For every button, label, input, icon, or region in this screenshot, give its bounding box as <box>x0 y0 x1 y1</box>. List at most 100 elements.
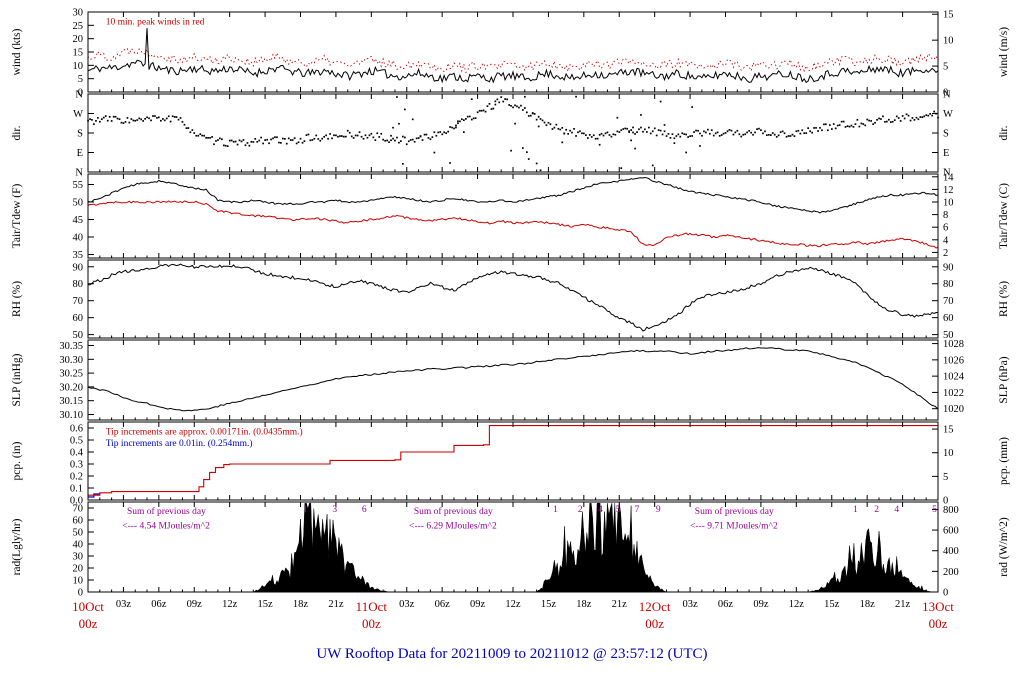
panel-annotation: 7 <box>635 505 640 515</box>
right-axis-label: RH (%) <box>998 281 1010 317</box>
panel-annotation: 4 <box>894 505 899 515</box>
left-tick-label: 40 <box>73 233 84 244</box>
chart-title: UW Rooftop Data for 20211009 to 20211012… <box>316 646 708 662</box>
left-tick-label: 30 <box>73 8 84 19</box>
panel-pcp: 0.00.10.20.30.40.50.6 0 5 10 15 Tip increment… <box>11 421 1010 507</box>
right-tick-label: 70 <box>943 296 954 307</box>
panel-annotation: Tip increments are 0.01in. (0.254mm.) <box>106 438 253 449</box>
panel-annotation: <--- 4.54 MJoules/m^2 <box>122 521 210 531</box>
left-tick-label: 25 <box>73 21 84 32</box>
left-axis-label: wind (kts) <box>11 28 23 75</box>
panel-rh: 50 60 70 80 90 50 60 70 80 90 RH (%) RH (%) <box>11 259 1010 341</box>
right-tick-label: N <box>943 90 951 101</box>
left-tick-label: 70 <box>73 296 84 307</box>
right-tick-label: 10 <box>943 36 954 47</box>
left-axis-label: dir. <box>11 125 23 140</box>
right-axis-label: SLP (hPa) <box>998 356 1010 403</box>
right-tick-label: 5 <box>943 62 948 73</box>
right-tick-label: 0 <box>943 588 948 599</box>
x-hour-label: 12z <box>505 599 521 610</box>
x-date-hour-label: 00z <box>79 616 98 631</box>
x-date-hour-label: 00z <box>929 616 948 631</box>
x-hour-label: 15z <box>824 599 840 610</box>
panel-annotation: Tip increments are approx. 0.00171in. (0… <box>106 426 303 437</box>
wind-direction <box>87 95 939 172</box>
panel-wind: 0 5 10 15 20 25 30 0 5 10 15 10 min. peak winds in … <box>11 8 1010 99</box>
right-tick-label: 90 <box>943 262 954 273</box>
left-tick-label: N <box>75 168 83 179</box>
x-axis-labels: 10Oct 00z 03z 06z 09z 12z 15z 18z 21z 11Oct 00z 03z… <box>72 599 954 631</box>
x-hour-label: 18z <box>576 599 592 610</box>
x-date-label: 13Oct <box>922 599 954 614</box>
x-date-label: 12Oct <box>639 599 671 614</box>
panel-frame <box>87 339 939 421</box>
x-hour-label: 09z <box>753 599 769 610</box>
right-tick-label: E <box>943 148 949 159</box>
right-tick-label: 1022 <box>943 388 964 399</box>
right-tick-label: 1026 <box>943 355 964 366</box>
panel-frame <box>87 259 939 339</box>
left-tick-label: 30.10 <box>59 410 83 421</box>
right-tick-label: 1024 <box>943 372 965 383</box>
panel-annotation: 5 <box>932 505 937 515</box>
right-tick-label: 400 <box>943 546 959 557</box>
right-tick-label: 10 <box>943 198 954 209</box>
x-hour-label: 12z <box>222 599 238 610</box>
right-tick-label: 200 <box>943 567 959 578</box>
right-tick-label: 0 <box>943 88 948 99</box>
left-tick-label: 0.4 <box>70 448 84 459</box>
x-hour-label: 03z <box>399 599 415 610</box>
panel-frame <box>87 93 939 173</box>
right-tick-label: 0 <box>943 496 948 507</box>
right-axis-label: wind (m/s) <box>998 27 1010 77</box>
right-tick-label: 1028 <box>943 339 964 350</box>
left-tick-label: 20 <box>73 564 84 575</box>
right-tick-label: 10 <box>943 448 954 459</box>
rain-accumulation <box>88 425 938 496</box>
left-axis-label: pcp. (in) <box>11 441 23 480</box>
avg-wind <box>87 27 939 84</box>
panel-temp: 35 40 45 50 55 2 46 810 12 14 Tair/Tdew (F) Tair/Td… <box>11 172 1010 261</box>
right-tick-label: 800 <box>943 505 959 516</box>
left-tick-label: 20 <box>73 34 84 45</box>
right-tick-label: 15 <box>943 425 954 436</box>
right-tick-label: 4 <box>943 235 949 246</box>
right-tick-label: 600 <box>943 526 959 537</box>
x-hour-label: 06z <box>151 599 167 610</box>
left-tick-label: N <box>75 90 83 101</box>
panel-annotation: 2 <box>578 505 583 515</box>
left-tick-label: E <box>77 148 83 159</box>
panel-annotation: 3 <box>332 505 337 515</box>
tdew <box>87 200 939 249</box>
left-tick-label: 30.25 <box>59 369 83 380</box>
right-tick-label: 15 <box>943 10 954 21</box>
panel-annotation: 6 <box>362 505 367 515</box>
left-tick-label: W <box>73 109 83 120</box>
right-tick-label: W <box>943 109 953 120</box>
left-tick-label: 0.1 <box>70 484 83 495</box>
panel-annotation: 10 min. peak winds in red <box>106 18 205 28</box>
x-hour-label: 15z <box>541 599 557 610</box>
solar-radiation <box>88 502 938 593</box>
right-tick-label: 60 <box>943 313 954 324</box>
panel-annotation: 5 <box>616 505 621 515</box>
left-tick-label: 0.0 <box>70 496 83 507</box>
left-tick-label: 15 <box>73 48 84 59</box>
left-tick-label: 30.30 <box>59 355 83 366</box>
x-hour-label: 09z <box>187 599 203 610</box>
left-tick-label: 5 <box>78 74 83 85</box>
x-hour-label: 18z <box>293 599 309 610</box>
panel-annotation: <--- 9.71 MJoules/m^2 <box>690 521 778 531</box>
left-tick-label: 30 <box>73 552 84 563</box>
left-tick-label: 10 <box>73 576 84 587</box>
left-tick-label: 35 <box>73 250 84 261</box>
right-tick-label: 12 <box>943 185 954 196</box>
left-tick-label: 70 <box>73 504 84 515</box>
x-hour-label: 12z <box>789 599 805 610</box>
left-tick-label: 30.15 <box>59 396 83 407</box>
x-hour-label: 18z <box>860 599 876 610</box>
left-tick-label: 90 <box>73 262 84 273</box>
left-tick-label: 0.3 <box>70 460 83 471</box>
right-tick-label: 6 <box>943 223 948 234</box>
